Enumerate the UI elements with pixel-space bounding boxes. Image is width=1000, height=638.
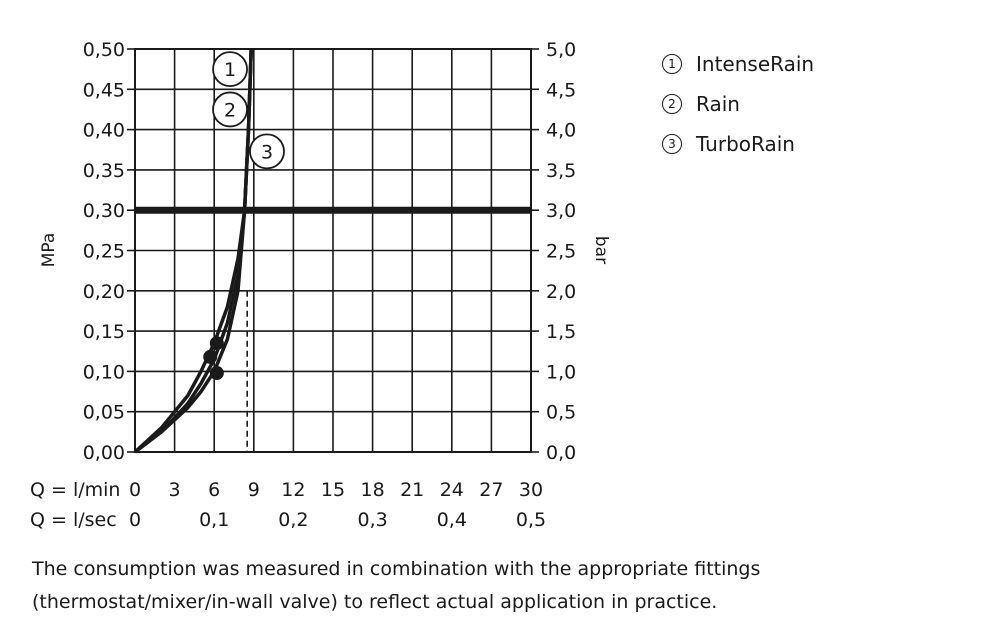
y-tick-label-bar: 2,0 — [546, 281, 576, 303]
x-tick-label-lmin: 9 — [248, 479, 260, 501]
x-tick-label-lsec: 0,4 — [437, 509, 467, 531]
y-tick-label-bar: 3,5 — [546, 160, 576, 182]
x-tick-label-lsec: 0,1 — [199, 509, 229, 531]
y-tick-label-mpa: 0,50 — [83, 39, 125, 61]
y-tick-label-bar: 3,0 — [546, 200, 576, 222]
right-axis-title: bar — [591, 236, 611, 264]
y-tick-label-mpa: 0,40 — [83, 120, 125, 142]
x-tick-label-lmin: 15 — [321, 479, 345, 501]
series-label-circle-1 — [212, 51, 248, 88]
y-tick-label-mpa: 0,25 — [83, 241, 125, 263]
x-tick-label-lsec: 0 — [129, 509, 141, 531]
legend-label: Rain — [696, 92, 740, 116]
y-tick-label-bar: 4,5 — [546, 79, 576, 101]
x-tick-label-lsec: 0,3 — [357, 509, 387, 531]
series-label-3: 3 — [261, 141, 273, 163]
series-label-circle-3 — [249, 133, 285, 170]
legend-item-rain: 2 Rain — [662, 84, 814, 124]
data-point — [203, 349, 218, 364]
legend-number: 3 — [662, 134, 682, 154]
x-tick-label-lmin: 12 — [281, 479, 305, 501]
y-tick-label-mpa: 0,30 — [83, 200, 125, 222]
chart-grid — [127, 48, 539, 453]
y-tick-label-mpa: 0,05 — [83, 402, 125, 424]
y-tick-label-bar: 0,0 — [546, 442, 576, 464]
legend-label: IntenseRain — [696, 52, 815, 76]
x-tick-label-lsec: 0,2 — [278, 509, 308, 531]
y-tick-label-mpa: 0,00 — [83, 442, 125, 464]
y-tick-label-bar: 1,5 — [546, 321, 576, 343]
series-label-2: 2 — [224, 99, 236, 121]
chart-legend: 1 IntenseRain 2 Rain 3 TurboRain — [662, 44, 814, 164]
y-tick-label-mpa: 0,15 — [83, 321, 125, 343]
x-tick-label-lmin: 27 — [479, 479, 503, 501]
x-tick-label-lmin: 18 — [361, 479, 385, 501]
data-point — [209, 336, 224, 351]
y-tick-label-mpa: 0,20 — [83, 281, 125, 303]
chart-labels: 0 3 6 9 12 15 18 21 24 27 300 0,1 0,2 0,3 0,4 0,5Q = l/… — [30, 39, 611, 531]
left-axis-title: MPa — [39, 233, 59, 268]
y-tick-label-bar: 2,5 — [546, 241, 576, 263]
y-tick-label-bar: 1,0 — [546, 361, 576, 383]
data-point — [209, 366, 224, 381]
y-tick-label-mpa: 0,35 — [83, 160, 125, 182]
x-tick-label-lmin: 24 — [440, 479, 464, 501]
x-tick-label-lmin: 6 — [208, 479, 220, 501]
series-label-1: 1 — [224, 59, 236, 81]
y-tick-label-bar: 5,0 — [546, 39, 576, 61]
y-tick-label-bar: 0,5 — [546, 402, 576, 424]
flow-pressure-chart: 0 3 6 9 12 15 18 21 24 27 300 0,1 0,2 0,3 0,4 0,5Q = l/… — [30, 39, 611, 531]
footnote-text: The consumption was measured in combinat… — [32, 558, 761, 613]
legend-number: 1 — [662, 54, 682, 74]
x-tick-label-lmin: 0 — [129, 479, 141, 501]
chart-series — [133, 48, 531, 454]
y-tick-label-mpa: 0,10 — [83, 361, 125, 383]
legend-item-intenserain: 1 IntenseRain — [662, 44, 814, 84]
x-tick-label-lmin: 21 — [400, 479, 424, 501]
x-tick-label-lsec: 0,5 — [516, 509, 546, 531]
y-tick-label-mpa: 0,45 — [83, 79, 125, 101]
series-line-3 — [133, 48, 253, 454]
series-label-circle-2 — [212, 91, 248, 128]
x-axis-row1-label: Q = l/min — [30, 479, 120, 501]
x-axis-row2-label: Q = l/sec — [30, 509, 117, 531]
x-tick-label-lmin: 30 — [519, 479, 543, 501]
plot-frame — [134, 48, 532, 453]
legend-label: TurboRain — [696, 132, 795, 156]
legend-number: 2 — [662, 94, 682, 114]
x-tick-label-lmin: 3 — [169, 479, 181, 501]
y-tick-label-bar: 4,0 — [546, 120, 576, 142]
legend-item-turborain: 3 TurboRain — [662, 124, 814, 164]
